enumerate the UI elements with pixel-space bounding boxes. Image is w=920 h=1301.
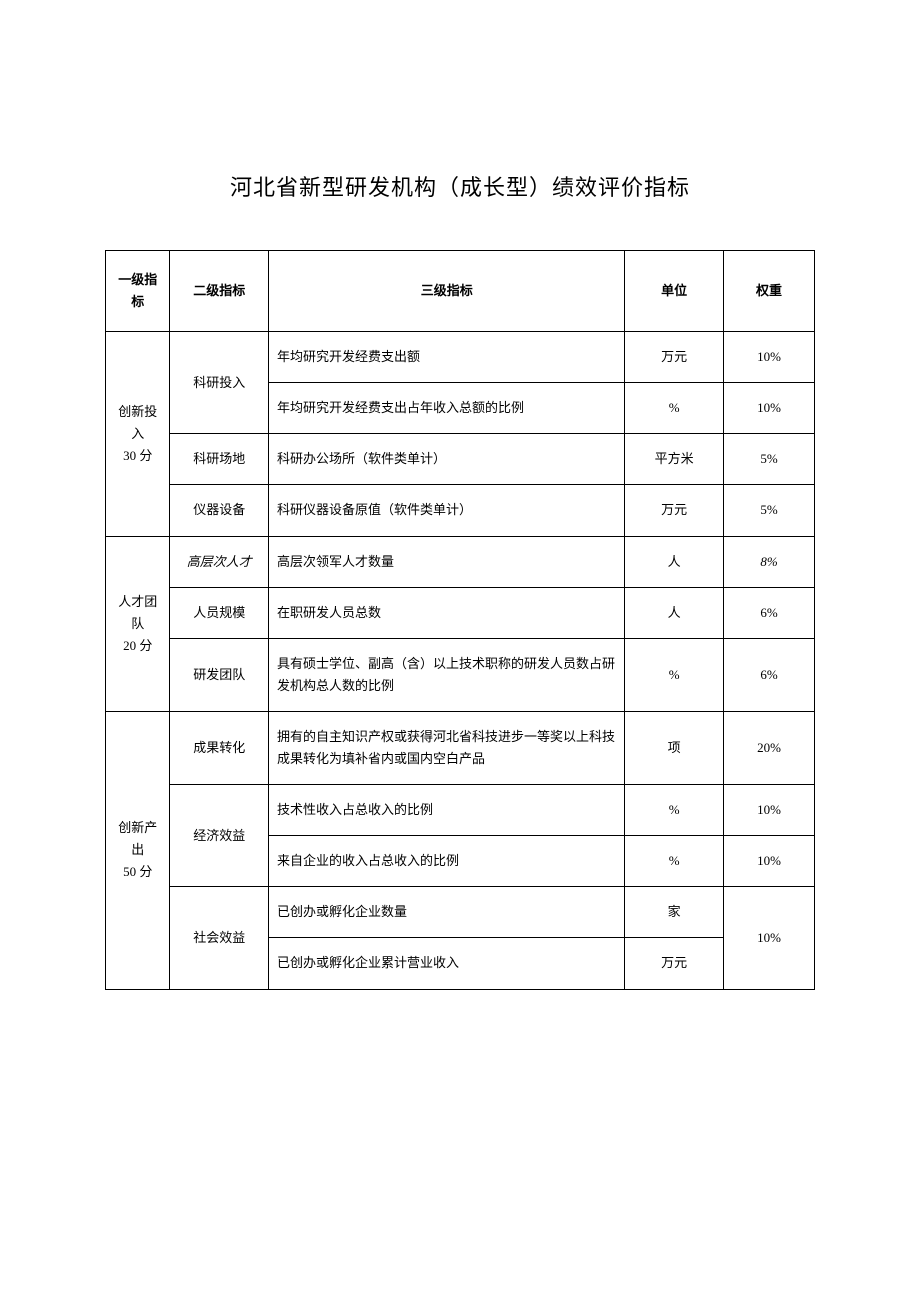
weight-cell: 10%	[723, 383, 814, 434]
unit-cell: 人	[625, 587, 724, 638]
header-weight: 权重	[723, 251, 814, 332]
weight-cell: 6%	[723, 587, 814, 638]
evaluation-table: 一级指标 二级指标 三级指标 单位 权重 创新投入 30 分 科研投入 年均研究…	[105, 250, 815, 990]
weight-cell: 20%	[723, 711, 814, 784]
table-row: 创新产出 50 分 成果转化 拥有的自主知识产权或获得河北省科技进步一等奖以上科…	[106, 711, 815, 784]
l3-cell: 年均研究开发经费支出额	[269, 332, 625, 383]
l3-cell: 科研办公场所（软件类单计）	[269, 434, 625, 485]
weight-cell: 10%	[723, 887, 814, 989]
l1-cell: 创新投入 30 分	[106, 332, 170, 536]
unit-cell: 项	[625, 711, 724, 784]
unit-cell: 平方米	[625, 434, 724, 485]
table-row: 人员规模 在职研发人员总数 人 6%	[106, 587, 815, 638]
weight-cell: 10%	[723, 785, 814, 836]
l2-cell: 科研场地	[170, 434, 269, 485]
document-page: 河北省新型研发机构（成长型）绩效评价指标 一级指标 二级指标 三级指标 单位 权…	[0, 0, 920, 1090]
table-row: 研发团队 具有硕士学位、副高（含）以上技术职称的研发人员数占研发机构总人数的比例…	[106, 638, 815, 711]
unit-cell: %	[625, 836, 724, 887]
unit-cell: 万元	[625, 332, 724, 383]
table-row: 经济效益 技术性收入占总收入的比例 % 10%	[106, 785, 815, 836]
unit-cell: %	[625, 383, 724, 434]
l1-cell: 创新产出 50 分	[106, 711, 170, 989]
unit-cell: 人	[625, 536, 724, 587]
weight-cell: 10%	[723, 332, 814, 383]
l2-cell: 研发团队	[170, 638, 269, 711]
l2-cell: 科研投入	[170, 332, 269, 434]
l3-cell: 来自企业的收入占总收入的比例	[269, 836, 625, 887]
l2-cell: 人员规模	[170, 587, 269, 638]
header-l3: 三级指标	[269, 251, 625, 332]
unit-cell: 万元	[625, 485, 724, 536]
weight-cell: 10%	[723, 836, 814, 887]
l2-cell: 成果转化	[170, 711, 269, 784]
unit-cell: %	[625, 638, 724, 711]
table-row: 仪器设备 科研仪器设备原值（软件类单计） 万元 5%	[106, 485, 815, 536]
l3-cell: 在职研发人员总数	[269, 587, 625, 638]
weight-cell: 8%	[723, 536, 814, 587]
document-title: 河北省新型研发机构（成长型）绩效评价指标	[105, 170, 815, 202]
l3-cell: 拥有的自主知识产权或获得河北省科技进步一等奖以上科技成果转化为填补省内或国内空白…	[269, 711, 625, 784]
table-row: 社会效益 已创办或孵化企业数量 家 10%	[106, 887, 815, 938]
table-row: 科研场地 科研办公场所（软件类单计） 平方米 5%	[106, 434, 815, 485]
l2-cell: 高层次人才	[170, 536, 269, 587]
unit-cell: %	[625, 785, 724, 836]
l3-cell: 已创办或孵化企业数量	[269, 887, 625, 938]
l1-cell: 人才团队 20 分	[106, 536, 170, 711]
table-row: 创新投入 30 分 科研投入 年均研究开发经费支出额 万元 10%	[106, 332, 815, 383]
weight-cell: 5%	[723, 485, 814, 536]
table-row: 人才团队 20 分 高层次人才 高层次领军人才数量 人 8%	[106, 536, 815, 587]
unit-cell: 万元	[625, 938, 724, 989]
l3-cell: 技术性收入占总收入的比例	[269, 785, 625, 836]
weight-cell: 6%	[723, 638, 814, 711]
l2-cell: 仪器设备	[170, 485, 269, 536]
l2-cell: 社会效益	[170, 887, 269, 989]
header-l2: 二级指标	[170, 251, 269, 332]
header-unit: 单位	[625, 251, 724, 332]
l3-cell: 年均研究开发经费支出占年收入总额的比例	[269, 383, 625, 434]
l3-cell: 高层次领军人才数量	[269, 536, 625, 587]
l3-cell: 科研仪器设备原值（软件类单计）	[269, 485, 625, 536]
table-header-row: 一级指标 二级指标 三级指标 单位 权重	[106, 251, 815, 332]
unit-cell: 家	[625, 887, 724, 938]
weight-cell: 5%	[723, 434, 814, 485]
l2-cell: 经济效益	[170, 785, 269, 887]
l3-cell: 已创办或孵化企业累计营业收入	[269, 938, 625, 989]
header-l1: 一级指标	[106, 251, 170, 332]
l3-cell: 具有硕士学位、副高（含）以上技术职称的研发人员数占研发机构总人数的比例	[269, 638, 625, 711]
